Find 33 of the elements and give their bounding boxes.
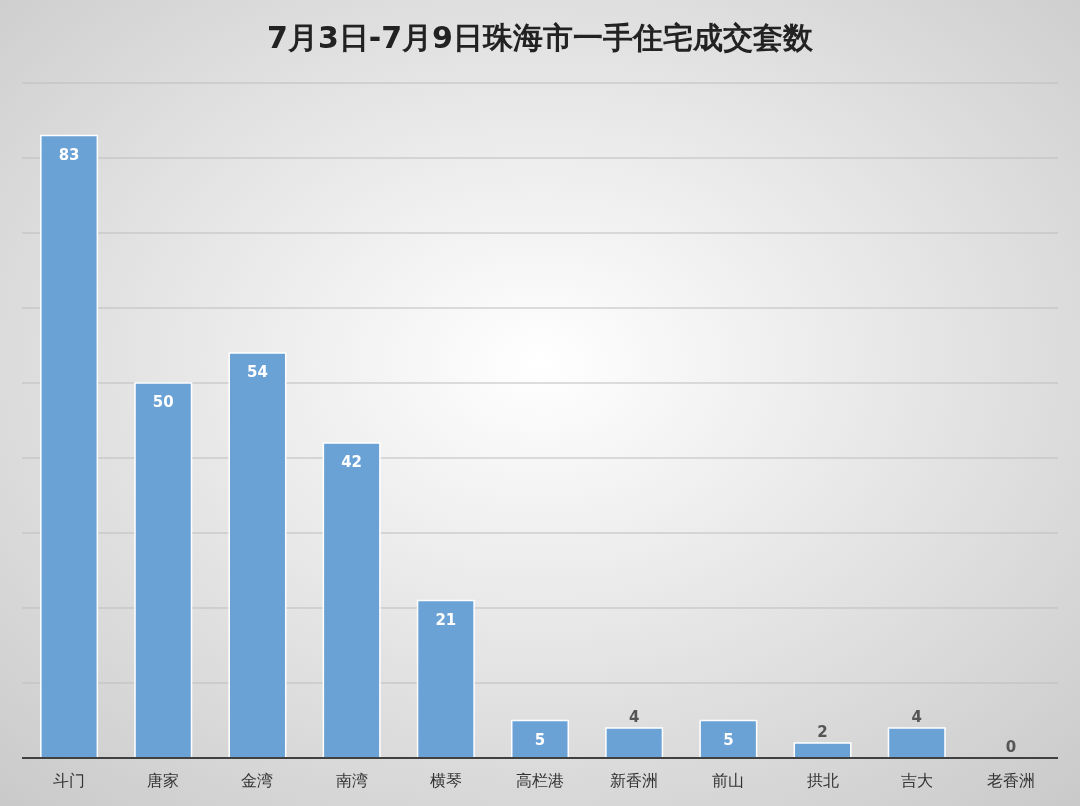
bar (228, 352, 287, 759)
bar (40, 134, 99, 759)
bar (134, 382, 193, 759)
data-label: 21 (435, 610, 457, 629)
x-tick-label: 前山 (712, 771, 745, 790)
data-label: 0 (1005, 738, 1017, 756)
data-label: 4 (628, 708, 640, 726)
x-tick-label: 唐家 (147, 771, 180, 790)
x-tick-label: 高栏港 (516, 771, 564, 790)
x-tick-label: 斗门 (53, 771, 86, 790)
x-tick-label: 新香洲 (610, 771, 659, 790)
bar (605, 727, 664, 759)
data-label: 2 (817, 723, 828, 741)
bar (793, 742, 852, 759)
bar (699, 719, 758, 759)
data-label: 42 (341, 453, 363, 471)
data-label: 4 (911, 708, 922, 726)
data-label: 5 (723, 730, 734, 749)
x-tick-label: 横琴 (429, 771, 462, 790)
x-tick-label: 南湾 (335, 771, 368, 790)
data-label: 83 (58, 145, 80, 164)
bar (887, 727, 946, 759)
bar (416, 599, 475, 759)
data-label: 50 (152, 393, 174, 411)
data-label: 5 (534, 730, 546, 749)
chart-title: 7月3日-7月9日珠海市一手住宅成交套数 (267, 20, 814, 55)
data-label: 54 (247, 363, 268, 381)
x-tick-label: 拱北 (806, 771, 839, 790)
x-tick-label: 吉大 (900, 771, 933, 790)
x-tick-label: 老香洲 (986, 771, 1035, 790)
bar (322, 442, 381, 759)
bar (511, 719, 569, 759)
x-tick-label: 金湾 (241, 771, 274, 790)
